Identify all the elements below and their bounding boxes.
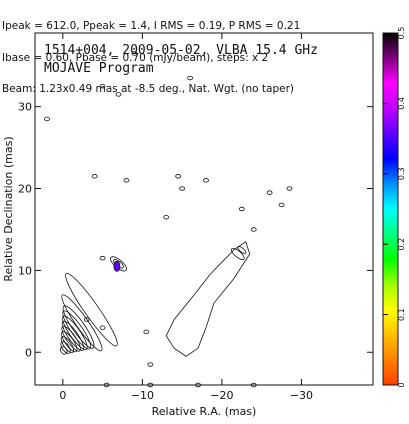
- colorbar-tick-label: 0.1: [397, 308, 406, 321]
- x-axis-ticks: 0 −10 −20 −30: [59, 33, 313, 402]
- noise-contour: [143, 329, 150, 334]
- x-tick-label: −30: [290, 389, 313, 402]
- colorbar-ticks: 0 0.1 0.2 0.3 0.4 0.5: [383, 27, 406, 388]
- header-beam-line: Beam: 1.23x0.49 mas at -8.5 deg., Nat. W…: [2, 83, 295, 95]
- core-contour: [60, 341, 71, 354]
- noise-contour: [187, 75, 193, 81]
- noise-contour: [91, 174, 98, 179]
- outer-jet-knot-contour: [237, 245, 247, 254]
- colorbar-tick-label: 0.4: [397, 97, 406, 110]
- y-axis-label: Relative Declination (mas): [2, 136, 15, 281]
- noise-contour: [147, 362, 154, 367]
- contour-map: [44, 51, 293, 388]
- noise-contour: [99, 255, 106, 261]
- colorbar-tick-label: 0.5: [397, 27, 406, 40]
- noise-contour: [147, 382, 154, 388]
- y-tick-label: 20: [18, 183, 32, 196]
- x-tick-label: 0: [59, 389, 66, 402]
- map-header: Ipeak = 612.0, Ppeak = 1.4, I RMS = 0.19…: [2, 0, 402, 105]
- noise-contour: [203, 178, 209, 183]
- header-base-line: Ibase = 0.60, Pbase = 0.70 (mJy/beam), s…: [2, 51, 269, 64]
- core-contour: [62, 305, 95, 349]
- noise-contour: [250, 382, 257, 388]
- noise-contour: [99, 325, 106, 330]
- x-tick-label: −10: [131, 389, 154, 402]
- plot-frame: [34, 32, 374, 386]
- y-tick-label: 0: [25, 346, 32, 359]
- outer-jet-lobe: [165, 241, 251, 357]
- noise-contour: [195, 382, 201, 388]
- noise-contour: [278, 202, 285, 208]
- noise-contour: [266, 190, 273, 195]
- core-contour: [61, 331, 78, 353]
- noise-contour: [175, 174, 182, 179]
- colorbar: [382, 32, 399, 386]
- noise-contour: [83, 317, 90, 322]
- noise-contour: [286, 186, 293, 191]
- noise-contour: [163, 214, 170, 220]
- polarization-knot: [113, 260, 121, 272]
- noise-contour: [131, 51, 138, 56]
- core-contour: [61, 320, 85, 351]
- noise-contour: [123, 178, 130, 183]
- map-subtitle: MOJAVE Program: [44, 61, 154, 76]
- core-contour: [59, 346, 68, 355]
- noise-contour: [115, 92, 122, 97]
- header-peak-line: Ipeak = 612.0, Ppeak = 1.4, I RMS = 0.19…: [2, 20, 301, 32]
- inner-jet-contour: [61, 294, 103, 352]
- noise-contour: [103, 382, 110, 388]
- noise-contour: [250, 227, 257, 232]
- outer-jet-knot-contour: [230, 247, 245, 261]
- x-axis-label: Relative R.A. (mas): [152, 405, 257, 418]
- colorbar-tick-label: 0.2: [397, 238, 406, 251]
- y-tick-label: 10: [18, 264, 32, 277]
- noise-contour: [179, 186, 186, 191]
- noise-contour: [44, 116, 50, 122]
- noise-contour: [238, 206, 245, 212]
- core-contour: [61, 325, 81, 352]
- colorbar-tick-label: 0: [397, 382, 406, 387]
- y-tick-label: 30: [18, 101, 32, 114]
- inner-jet-contour: [65, 273, 118, 347]
- x-tick-label: −20: [210, 389, 233, 402]
- noise-contour: [99, 84, 106, 89]
- y-axis-ticks: 0 10 20 30: [18, 101, 373, 359]
- colorbar-tick-label: 0.3: [397, 167, 406, 180]
- map-title: 1514+004, 2009-05-02, VLBA 15.4 GHz: [44, 43, 318, 58]
